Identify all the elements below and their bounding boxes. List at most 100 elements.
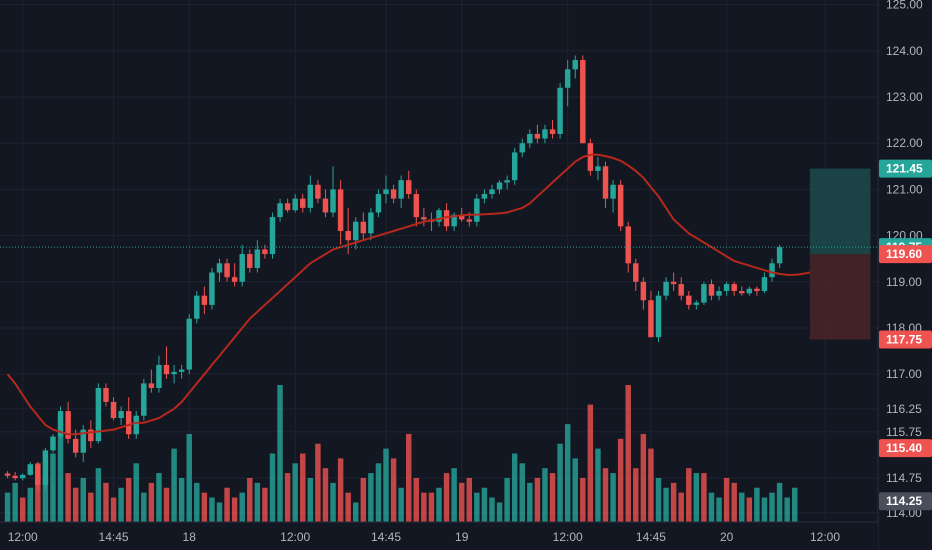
candle-body (72, 438, 79, 453)
volume-bar (95, 468, 102, 522)
volume-bar (254, 482, 261, 522)
x-axis-panel[interactable] (0, 522, 878, 550)
loss-zone[interactable] (809, 254, 871, 340)
price-tag-label: 115.40 (886, 441, 922, 455)
candle-body (436, 210, 442, 222)
volume-bar (148, 482, 155, 522)
candle-body (254, 249, 261, 268)
volume-bar (19, 497, 26, 522)
candle-body (534, 133, 541, 139)
volume-bar (580, 477, 586, 522)
profit-zone[interactable] (809, 168, 871, 255)
candle-body (443, 210, 450, 227)
price-tag-label: 119.60 (886, 247, 922, 261)
volume-bar (269, 453, 276, 522)
price-tag-bg (879, 330, 932, 349)
candle-body (572, 60, 578, 70)
volume-bar (746, 497, 753, 522)
price-tag-label: 121.45 (886, 162, 923, 176)
y-axis[interactable]: 125.00124.00123.00122.00121.00120.00119.… (877, 0, 932, 550)
volume-bar (610, 473, 616, 522)
candle-body (57, 411, 64, 437)
volume-bar (262, 487, 268, 522)
candle-body (35, 464, 41, 486)
candle-body (171, 371, 177, 375)
candle-body (19, 474, 26, 479)
x-axis[interactable]: 12:00 14:45 18 12:00 14:45 19 12:00 14:45 20 12:0… (0, 521, 878, 550)
price-tag-bg (879, 492, 932, 511)
volume-bar (72, 487, 79, 522)
y-tick-label: 125.00 (886, 0, 923, 12)
candle-body (474, 198, 480, 222)
candle-body (595, 166, 601, 171)
candle-body (398, 180, 404, 199)
volume-bar (35, 463, 41, 522)
candle-body (224, 263, 230, 278)
candle-body (118, 411, 124, 419)
y-tick-label: 122.00 (886, 136, 923, 150)
candle-body (125, 411, 132, 435)
volume-bars (4, 385, 798, 522)
candle-body (564, 69, 571, 88)
volume-bar (224, 487, 230, 522)
candle-body (133, 415, 139, 435)
candle-body (12, 475, 18, 479)
x-tick-label: 14:45 (636, 530, 666, 544)
position-tool[interactable] (809, 168, 871, 340)
candle-body (337, 189, 344, 231)
volume-bar (368, 473, 374, 522)
y-tick-label: 121.00 (886, 182, 923, 196)
candles (4, 55, 783, 490)
candle-body (731, 284, 737, 292)
candle-body (504, 180, 510, 183)
y-tick-label: 114.75 (886, 471, 922, 485)
price-tag-label: 117.75 (886, 333, 922, 347)
candle-body (95, 388, 102, 442)
candle-body (194, 295, 200, 319)
candle-body (640, 281, 647, 301)
volume-bar (315, 443, 321, 522)
volume-bar (716, 497, 722, 522)
candle-body (716, 291, 722, 296)
volume-bar (194, 482, 200, 522)
volume-bar (163, 487, 170, 522)
candle-body (209, 272, 215, 305)
volume-bar (125, 477, 132, 522)
candle-body (300, 198, 306, 208)
y-axis-panel[interactable] (878, 0, 932, 550)
candle-body (693, 302, 700, 305)
volume-bar (784, 497, 790, 522)
candle-body (496, 182, 503, 190)
volume-bar (353, 502, 359, 522)
candle-body (368, 212, 374, 234)
volume-bar (171, 448, 177, 522)
candle-body (239, 254, 245, 282)
candle-body (103, 388, 109, 402)
x-tick-label: 14:45 (99, 530, 129, 544)
y-tick-label: 117.00 (886, 367, 922, 381)
candle-body (655, 295, 662, 338)
volume-bar (57, 433, 64, 522)
candle-body (322, 198, 329, 213)
volume-bar (739, 492, 745, 522)
price-tag-bg (879, 245, 932, 264)
candle-body (141, 383, 147, 416)
volume-bar (110, 497, 117, 522)
volume-bar (693, 473, 700, 522)
volume-bar (504, 477, 510, 522)
candle-body (330, 189, 336, 213)
volume-bar (231, 497, 238, 522)
volume-bar (156, 473, 162, 522)
candle-body (375, 194, 382, 213)
candle-body (723, 284, 730, 292)
x-tick-label: 19 (455, 530, 469, 544)
candle-body (277, 203, 283, 218)
volume-bar (277, 385, 283, 522)
candle-body (746, 288, 753, 294)
volume-bar (723, 477, 730, 522)
volume-bar (557, 443, 563, 522)
volume-bar (337, 458, 344, 522)
candle-body (761, 277, 768, 292)
volume-bar (27, 487, 34, 522)
